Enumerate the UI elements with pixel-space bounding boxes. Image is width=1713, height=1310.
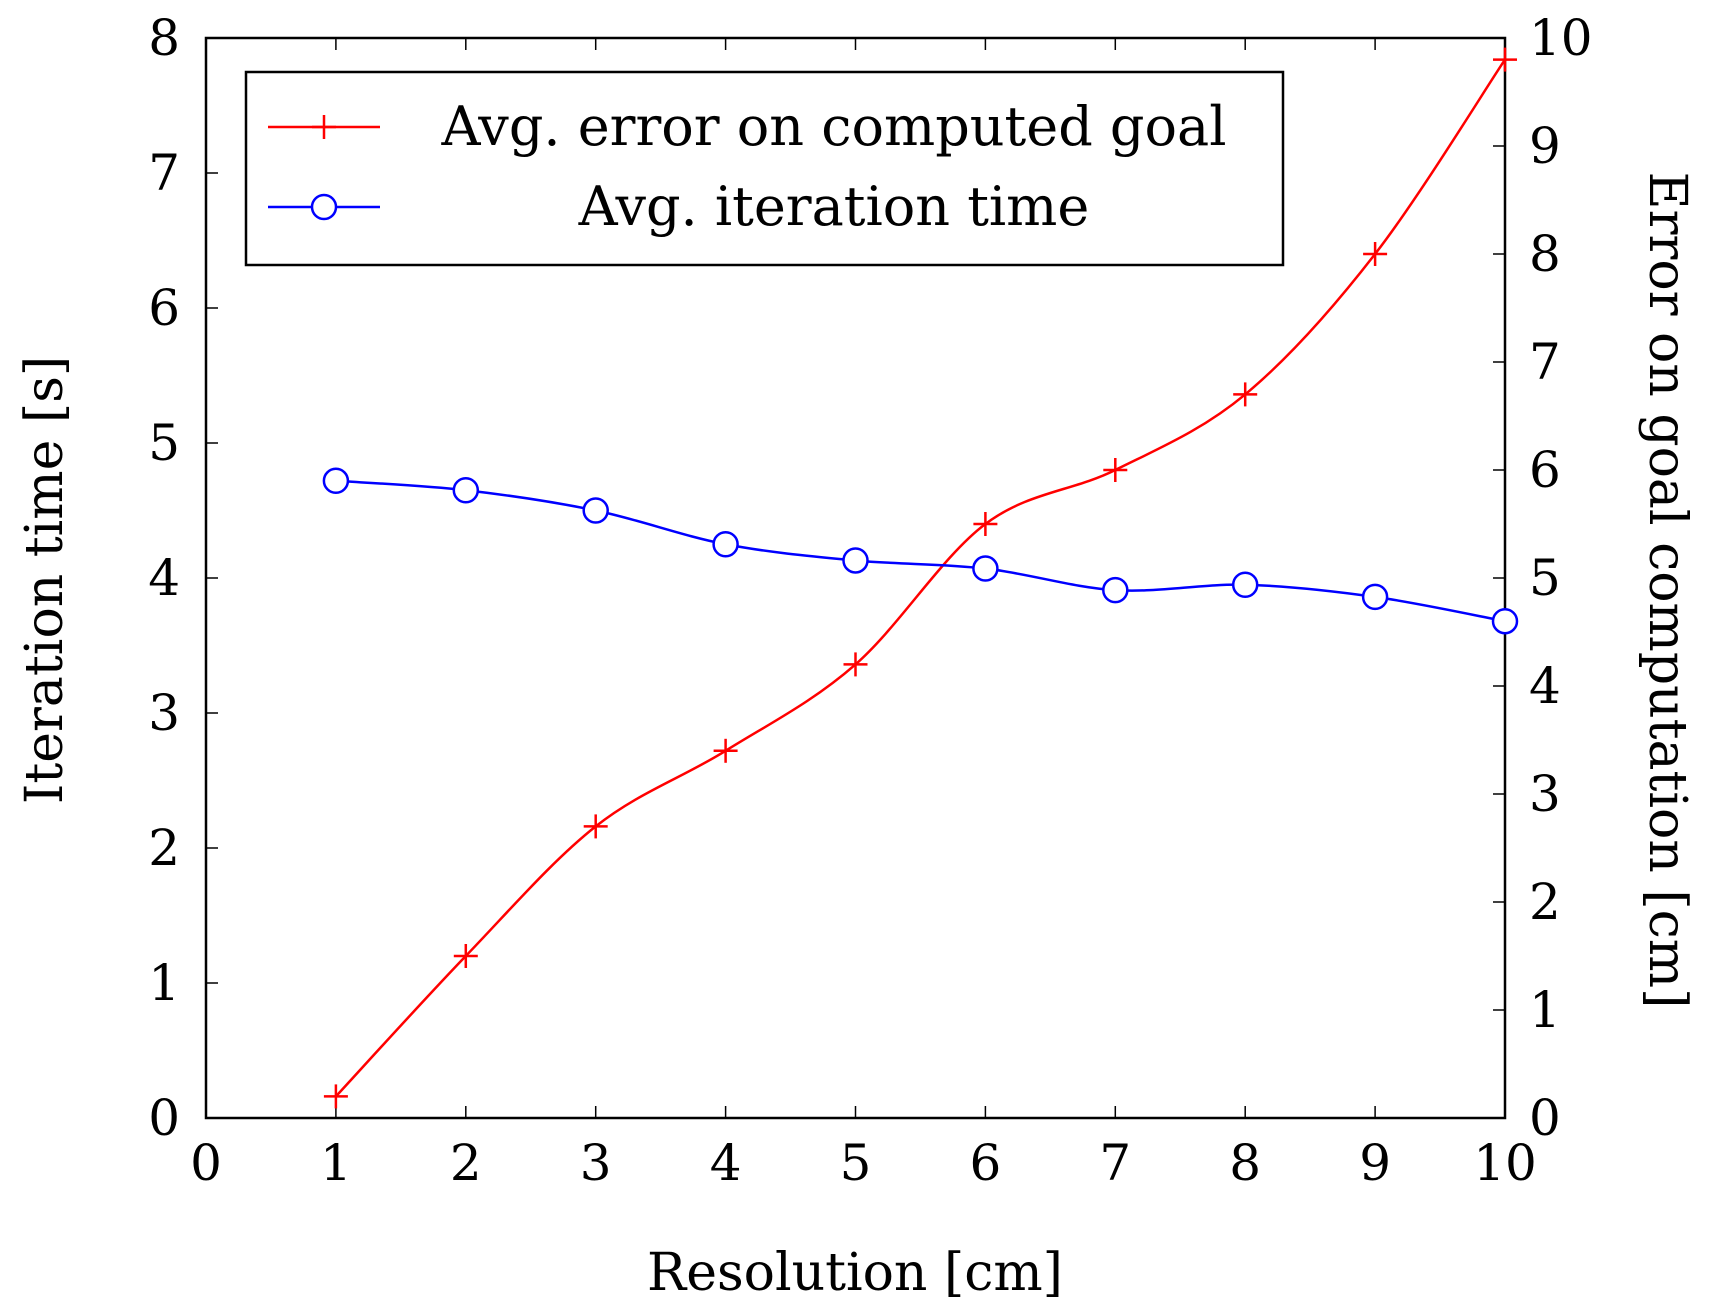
x-tick-label: 10	[1473, 1134, 1537, 1192]
y-tick-label: 5	[148, 414, 180, 472]
legend-marker	[310, 193, 338, 221]
y-tick-label: 2	[148, 819, 180, 877]
y-tick-label: 4	[148, 549, 180, 607]
y-tick-label: 0	[148, 1089, 180, 1147]
y-right-tick-label: 5	[1529, 549, 1561, 607]
x-tick-label: 4	[710, 1134, 742, 1192]
y-tick-label: 3	[148, 684, 180, 742]
series-1	[323, 47, 1517, 1109]
data-point	[1363, 242, 1388, 266]
data-point	[1361, 583, 1389, 611]
data-point	[973, 512, 998, 536]
y-right-tick-label: 0	[1529, 1089, 1561, 1147]
y-right-axis-title: Error on goal computation [cm]	[1637, 172, 1697, 1009]
data-point	[713, 738, 738, 763]
data-point	[972, 555, 999, 582]
data-point	[582, 497, 609, 524]
y-axis-title: Iteration time [s]	[15, 356, 75, 804]
y-tick-label: 8	[148, 9, 180, 67]
data-point	[712, 531, 739, 558]
data-point	[1233, 382, 1258, 407]
data-point	[452, 477, 480, 504]
y-right-tick-label: 1	[1529, 981, 1561, 1039]
y-right-tick-label: 3	[1529, 765, 1561, 823]
x-axis-title: Resolution [cm]	[647, 1243, 1063, 1303]
y-tick-label: 6	[148, 279, 180, 337]
series-line	[335, 479, 1506, 623]
y-tick-label: 1	[148, 954, 180, 1012]
data-point	[1103, 458, 1128, 482]
data-point	[842, 547, 869, 574]
data-point	[1491, 607, 1519, 635]
data-point	[843, 652, 868, 677]
x-tick-label: 5	[840, 1134, 872, 1192]
series-2	[322, 467, 1519, 635]
x-tick-label: 3	[580, 1134, 612, 1192]
y-right-tick-label: 2	[1529, 873, 1561, 931]
y-right-tick-label: 10	[1529, 9, 1593, 67]
x-tick-label: 9	[1359, 1134, 1391, 1192]
x-tick-label: 7	[1099, 1134, 1131, 1192]
y-tick-label: 7	[148, 144, 180, 202]
x-tick-label: 6	[969, 1134, 1001, 1192]
y-right-tick-label: 6	[1529, 441, 1561, 499]
series-layer	[322, 47, 1519, 1109]
data-point	[1102, 576, 1129, 604]
x-tick-label: 8	[1229, 1134, 1261, 1192]
y-right-tick-label: 8	[1529, 225, 1561, 283]
legend-box	[244, 70, 1285, 267]
data-point	[323, 1084, 348, 1109]
data-point	[453, 944, 478, 968]
data-point	[1493, 47, 1517, 72]
legend-marker	[312, 115, 336, 139]
legend: Avg. error on computed goal Avg. iteratio…	[244, 70, 1285, 267]
legend-label: Avg. iteration time	[578, 175, 1090, 238]
y-right-tick-label: 7	[1529, 333, 1561, 391]
data-point	[322, 467, 350, 495]
legend-label: Avg. error on computed goal	[441, 95, 1227, 158]
x-tick-label: 0	[190, 1134, 222, 1192]
data-point	[583, 814, 608, 839]
x-tick-label: 1	[320, 1134, 352, 1192]
series-line	[334, 58, 1507, 1098]
data-point	[1231, 571, 1259, 598]
y-right-tick-label: 9	[1529, 117, 1561, 175]
y-right-tick-label: 4	[1529, 657, 1561, 715]
x-tick-label: 2	[450, 1134, 482, 1192]
